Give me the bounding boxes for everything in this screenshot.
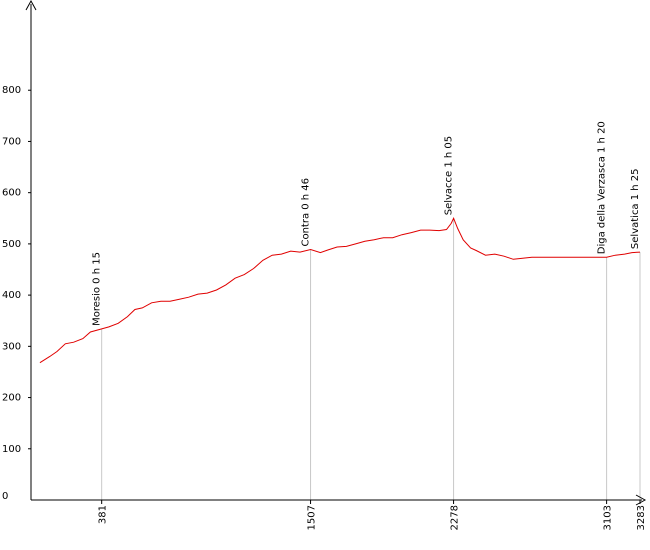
waypoint-label: Selvatica 1 h 25 <box>630 168 641 249</box>
waypoint-label: Selvacce 1 h 05 <box>444 136 455 215</box>
waypoint-label: Diga della Verzasca 1 h 20 <box>597 121 608 254</box>
x-tick-label: 1507 <box>307 505 318 530</box>
y-tick-label: 300 <box>2 341 21 352</box>
x-tick-label: 2278 <box>450 505 461 530</box>
origin-label: 0 <box>2 491 8 502</box>
y-tick-label: 500 <box>2 239 21 250</box>
y-tick-label: 400 <box>2 290 21 301</box>
x-axis-arrow <box>635 494 647 506</box>
x-tick-label: 381 <box>98 505 109 524</box>
axis-layer: 0 <box>2 0 647 506</box>
line-layer <box>39 217 641 364</box>
x-tick-label: 3103 <box>603 505 614 530</box>
y-tick-label: 700 <box>2 136 21 147</box>
y-tick-label: 800 <box>2 85 21 96</box>
y-tick-label: 600 <box>2 188 21 199</box>
y-tick-layer: 100 200 300 400 500 600 700 800 <box>2 85 31 455</box>
x-tick-label: 3283 <box>636 505 647 530</box>
y-tick-label: 200 <box>2 393 21 404</box>
elevation-line <box>39 217 641 364</box>
y-axis-arrow <box>25 0 37 11</box>
waypoint-label: Contra 0 h 46 <box>301 178 312 247</box>
waypoint-label: Moresio 0 h 15 <box>92 252 103 326</box>
y-tick-label: 100 <box>2 444 21 455</box>
waypoint-layer <box>101 218 641 504</box>
label-layer: 381 Moresio 0 h 15 1507 Contra 0 h 46 2278 Se… <box>92 121 647 530</box>
